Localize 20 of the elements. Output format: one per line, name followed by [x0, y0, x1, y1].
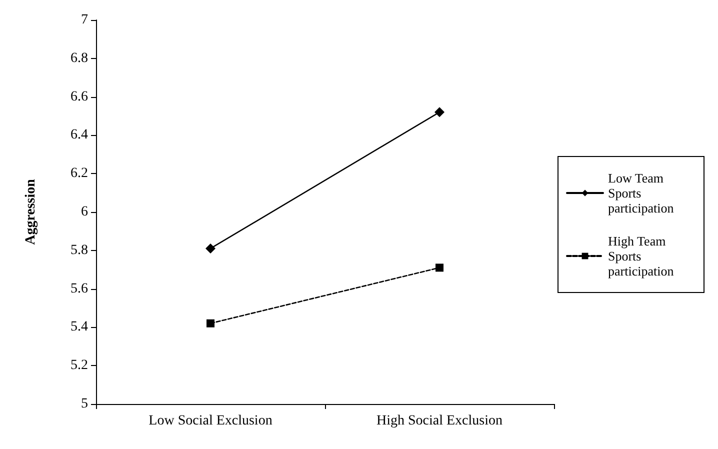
y-tick-label: 5.8 [70, 242, 88, 258]
y-tick-label: 6.8 [70, 50, 88, 66]
y-tick-label: 5 [81, 396, 88, 412]
x-tick-label: High Social Exclusion [376, 414, 502, 428]
point [434, 107, 444, 118]
legend-label: Low Team Sports participation [608, 170, 674, 216]
y-tick-label: 5.6 [70, 281, 88, 296]
point [206, 319, 214, 328]
point [206, 243, 216, 254]
y-tick-label: 6.4 [70, 128, 88, 143]
y-axis-title: Aggression [24, 178, 38, 245]
y-tick-label: 6.2 [70, 166, 88, 182]
y-tick-label: 7 [81, 12, 88, 28]
point [436, 264, 444, 272]
y-tick-label: 6 [81, 204, 88, 220]
legend-label: High Team Sports participation [608, 234, 674, 278]
y-tick-label: 5.4 [70, 320, 88, 335]
y-tick-label: 5.2 [70, 358, 88, 374]
x-tick-label: Low Social Exclusion [148, 414, 272, 428]
y-tick-label: 6.6 [70, 89, 88, 104]
